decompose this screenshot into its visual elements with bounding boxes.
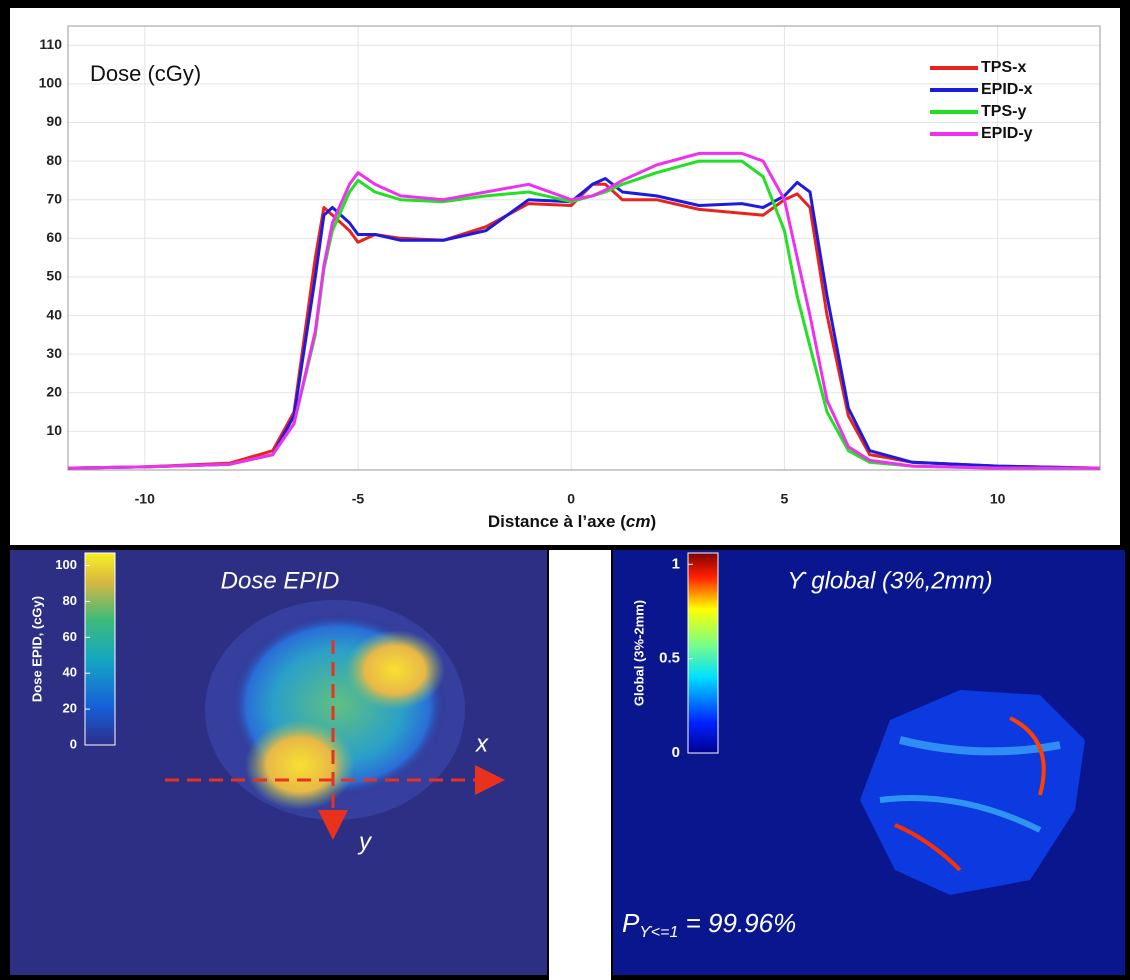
pass-rate: Pϒ<=1 = 99.96% [622,908,796,941]
pass-rate-part: P [622,908,640,938]
dose-map [165,600,505,840]
colorbar-tick-label: 20 [63,701,77,716]
y-tick-label: 60 [46,229,62,245]
y-tick-label: 20 [46,383,62,399]
y-tick-label: 100 [39,75,63,91]
colorbar-tick-label: 0.5 [659,650,680,667]
x-tick-label: -10 [135,491,155,507]
colorbar-tick-label: 100 [55,557,77,572]
x-tick-label: 10 [990,491,1006,507]
y-tick-label: 70 [46,190,62,206]
x-tick-label: 0 [567,491,575,507]
x-axis-label-part: Distance à l’axe ( [488,512,626,531]
legend-label: EPID-x [981,81,1033,98]
y-tick-label: 110 [39,36,62,52]
y-tick-label: 30 [46,345,62,361]
y-tick-label: 50 [46,268,62,284]
panel-title: ϒ global (3%,2mm) [787,567,992,594]
legend-label: TPS-x [981,59,1026,76]
x-axis-label: Distance à l’axe (cm) [488,512,656,531]
pass-rate-part: ϒ<=1 [639,924,678,941]
panel-title: Dose EPID [221,567,340,594]
plot-frame [67,25,1101,471]
colorbar-tick-label: 0 [672,744,680,761]
x-axis-label-part: cm [626,512,651,531]
colorbar-label: Global (3%-2mm) [631,600,646,706]
colorbar-tick-label: 0 [70,736,77,751]
colorbar [687,552,719,754]
x-tick-label: 5 [781,491,789,507]
colorbar-tick-label: 40 [63,665,77,680]
legend-label: EPID-y [981,125,1033,142]
series-line [67,151,1100,470]
legend-label: TPS-y [981,103,1026,120]
x-axis-label-part: ) [650,512,656,531]
y-tick-label: 40 [46,306,62,322]
colorbar-tick-label: 60 [63,629,77,644]
y-axis-label: Dose (cGy) [90,61,201,86]
y-tick-label: 10 [46,422,62,438]
pass-rate-part: = 99.96% [678,908,796,938]
colorbar-tick-label: 80 [63,593,77,608]
axis-y-label: y [357,828,373,855]
y-tick-label: 80 [46,152,62,168]
colorbar-label: Dose EPID, (cGy) [29,596,44,702]
y-tick-label: 90 [46,113,62,129]
colorbar [84,552,116,746]
gamma-map [860,690,1085,895]
series-line [67,177,1101,470]
axis-x-label: x [475,730,489,757]
gap [549,550,611,980]
x-tick-label: -5 [352,491,365,507]
colorbar-tick-label: 1 [672,555,680,572]
